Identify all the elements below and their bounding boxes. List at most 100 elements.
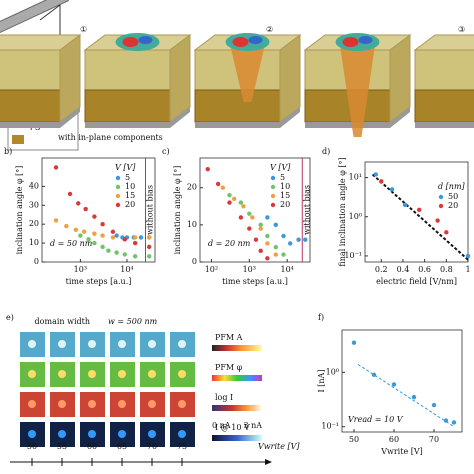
y-tick-label: 10⁻¹ bbox=[321, 422, 339, 431]
legend-label: 50 bbox=[448, 192, 458, 201]
point bbox=[417, 207, 422, 213]
cone bbox=[229, 42, 266, 102]
heatmap-spot bbox=[88, 430, 96, 438]
heatmap-spot bbox=[88, 340, 96, 348]
point bbox=[106, 248, 111, 253]
point bbox=[402, 202, 408, 208]
legend-label: 5 bbox=[280, 173, 285, 182]
point bbox=[132, 254, 138, 259]
point bbox=[247, 211, 252, 216]
cube-top bbox=[413, 34, 474, 51]
point bbox=[122, 252, 128, 257]
point bbox=[296, 237, 301, 242]
column-label: 50 bbox=[27, 442, 37, 451]
step: ③ bbox=[458, 25, 465, 34]
wire bbox=[39, 4, 61, 45]
x-axis-label: electric field [V/nm] bbox=[376, 277, 457, 286]
column-label: 65 bbox=[117, 442, 127, 451]
y-tick-label: 10 bbox=[29, 238, 39, 247]
point bbox=[379, 179, 384, 184]
y-tick-label: 40 bbox=[29, 181, 39, 190]
point bbox=[81, 229, 87, 234]
heatmap-spot bbox=[118, 430, 126, 438]
point bbox=[241, 204, 246, 209]
colorbar bbox=[212, 435, 262, 441]
x-tick-label: 10² bbox=[205, 265, 218, 274]
heatmap-spot bbox=[148, 340, 156, 348]
point bbox=[92, 231, 97, 236]
panel-label: e) bbox=[6, 313, 14, 322]
point bbox=[273, 222, 278, 228]
panel-label: b) bbox=[4, 147, 12, 156]
legend-label: 5 bbox=[125, 173, 130, 182]
point bbox=[258, 226, 263, 231]
x-axis-label: Vwrite [V] bbox=[380, 447, 423, 456]
legend-swatch bbox=[115, 175, 121, 181]
domain bbox=[138, 36, 153, 44]
y-tick-label: 10⁰ bbox=[326, 367, 339, 376]
heatmap-spot bbox=[118, 400, 126, 408]
legend-label: 20 bbox=[280, 200, 290, 209]
substrate bbox=[85, 107, 190, 128]
point bbox=[78, 233, 83, 238]
annotation: d = 50 nm bbox=[50, 239, 93, 248]
point bbox=[389, 187, 395, 192]
x-tick-label: 0.8 bbox=[440, 265, 453, 274]
heatmap-spot bbox=[148, 430, 156, 438]
y-axis-label: final inclination angle φ [°] bbox=[338, 157, 347, 266]
point bbox=[273, 244, 278, 250]
domain bbox=[232, 37, 249, 47]
point bbox=[253, 237, 259, 242]
point bbox=[53, 165, 59, 170]
cube-upper bbox=[0, 49, 61, 91]
point bbox=[215, 181, 221, 187]
fit-line bbox=[371, 173, 469, 261]
heatmap-spot bbox=[88, 370, 96, 378]
x-tick-label: 0.2 bbox=[375, 265, 388, 274]
colorbar bbox=[212, 375, 262, 381]
heatmap-spot bbox=[88, 400, 96, 408]
point bbox=[281, 233, 286, 239]
cube-upper bbox=[84, 49, 171, 91]
heatmap-spot bbox=[28, 400, 36, 408]
fit-line bbox=[357, 363, 455, 428]
cube-side bbox=[169, 34, 191, 123]
y-tick-label: 10 bbox=[187, 220, 197, 229]
colorbar bbox=[212, 345, 262, 351]
legend-swatch bbox=[270, 184, 276, 190]
colorbar-min: 0 nA bbox=[212, 421, 231, 430]
point bbox=[265, 241, 270, 246]
domain bbox=[248, 36, 263, 44]
substrate bbox=[415, 122, 474, 128]
chart: c) 10² 10³ 10⁴ 0 10 20 time steps [a.u.] inclina… bbox=[162, 147, 311, 286]
legend-title: V [V] bbox=[115, 163, 136, 172]
heatmap-spot bbox=[118, 370, 126, 378]
x-axis-label: time steps [a.u.] bbox=[66, 277, 132, 286]
point bbox=[138, 235, 144, 240]
point bbox=[100, 233, 105, 238]
column-label: 70 bbox=[147, 442, 157, 451]
x-tick-label: 60 bbox=[389, 435, 399, 444]
x-tick-label: 10⁴ bbox=[120, 265, 133, 274]
point bbox=[371, 372, 377, 378]
point bbox=[67, 191, 73, 197]
tip bbox=[0, 0, 70, 36]
colorbar bbox=[212, 405, 262, 411]
annotation: d = 20 nm bbox=[208, 239, 251, 248]
point bbox=[73, 227, 79, 233]
heatmap-spot bbox=[28, 340, 36, 348]
legend-title: d [nm] bbox=[438, 182, 466, 191]
y-tick-label: 10¹ bbox=[349, 173, 362, 182]
x-tick-label: 1 bbox=[465, 265, 470, 274]
point bbox=[122, 237, 128, 242]
x-tick-label: 0.4 bbox=[397, 265, 410, 274]
heatmap-spot bbox=[118, 340, 126, 348]
point bbox=[220, 185, 226, 190]
panel-label: c) bbox=[162, 147, 170, 156]
point bbox=[86, 237, 91, 242]
point bbox=[273, 252, 278, 257]
point bbox=[265, 215, 270, 220]
legend-swatch bbox=[115, 193, 121, 199]
y-tick-label: 0 bbox=[34, 257, 39, 266]
point bbox=[351, 340, 357, 345]
